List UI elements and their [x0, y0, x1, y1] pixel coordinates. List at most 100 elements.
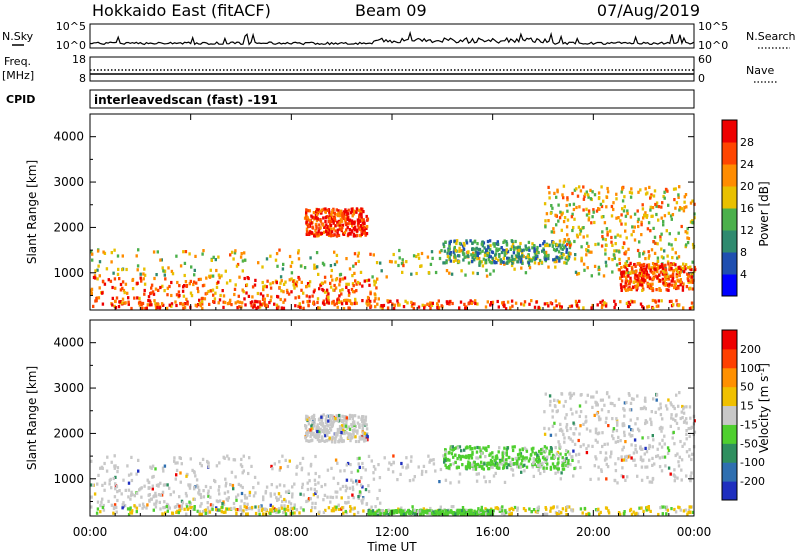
- echo-cell-3: [332, 219, 335, 223]
- echo-cell-1: [121, 503, 124, 507]
- echo-cell-1: [295, 508, 299, 512]
- echo-cell-5: [661, 417, 664, 421]
- echo-cell-4: [480, 451, 483, 456]
- echo-cell-3: [341, 212, 344, 216]
- echo-cell-4: [544, 457, 548, 461]
- echo-cell-0: [281, 454, 284, 458]
- echo-cell-5: [666, 451, 670, 455]
- echo-cell-0: [315, 251, 319, 255]
- echo-cell-5: [547, 185, 550, 189]
- echo-cell-2: [642, 509, 645, 513]
- echo-cell-2: [501, 505, 504, 509]
- echo-cell-0: [476, 456, 480, 460]
- echo-cell-5: [671, 436, 674, 440]
- echo-cell-5: [652, 240, 655, 244]
- echo-cell-4: [548, 452, 551, 456]
- echo-cell-5: [575, 410, 578, 414]
- echo-cell-3: [305, 221, 308, 225]
- echo-cell-0: [142, 272, 145, 276]
- echo-cell-0: [336, 461, 339, 465]
- echo-cell-6: [391, 509, 394, 513]
- echo-cell-4: [513, 445, 516, 449]
- echo-cell-5: [650, 214, 653, 218]
- echo-cell-3: [345, 426, 348, 430]
- echo-cell-5: [646, 214, 649, 218]
- echo-cell-2: [630, 512, 634, 516]
- echo-cell-3: [363, 439, 366, 443]
- echo-cell-4: [505, 248, 508, 252]
- echo-cell-5: [652, 226, 655, 230]
- echo-cell-2: [440, 304, 443, 308]
- colorbar-swatch: [722, 443, 737, 463]
- echo-cell-1: [353, 290, 356, 294]
- echo-cell-0: [667, 466, 671, 470]
- echo-cell-3: [317, 208, 321, 212]
- echo-cell-5: [582, 197, 586, 201]
- echo-cell-3: [365, 226, 368, 230]
- echo-cell-0: [361, 466, 365, 470]
- echo-cell-2: [520, 302, 523, 306]
- echo-cell-2: [239, 508, 243, 512]
- echo-cell-5: [661, 201, 664, 205]
- echo-cell-0: [101, 466, 104, 470]
- echo-cell-1: [200, 297, 204, 301]
- echo-cell-2: [402, 305, 406, 309]
- echo-cell-5: [543, 410, 546, 414]
- echo-cell-1: [154, 505, 158, 509]
- echo-cell-5: [624, 214, 628, 218]
- echo-cell-5: [691, 219, 694, 223]
- echo-cell-4: [562, 246, 566, 250]
- echo-cell-6: [693, 265, 696, 270]
- echo-cell-4: [554, 446, 557, 450]
- echo-cell-6: [408, 511, 412, 515]
- echo-cell-1: [276, 498, 279, 502]
- echo-cell-6: [411, 511, 414, 515]
- echo-cell-2: [655, 304, 659, 308]
- echo-cell-0: [432, 462, 436, 466]
- echo-cell-3: [333, 233, 336, 237]
- echo-cell-0: [353, 271, 356, 275]
- echo-cell-0: [152, 474, 155, 479]
- echo-cell-4: [519, 248, 522, 252]
- echo-cell-5: [630, 233, 633, 237]
- echo-cell-0: [185, 474, 188, 478]
- echo-cell-4: [520, 462, 523, 466]
- echo-cell-1: [178, 495, 181, 499]
- echo-cell-2: [275, 508, 278, 512]
- echo-cell-0: [499, 462, 502, 466]
- echo-cell-2: [581, 511, 584, 515]
- echo-cell-6: [376, 513, 379, 517]
- echo-cell-1: [299, 492, 302, 496]
- echo-cell-0: [239, 463, 243, 467]
- echo-cell-5: [623, 241, 626, 246]
- echo-cell-0: [297, 251, 300, 255]
- echo-cell-6: [638, 283, 642, 287]
- echo-cell-2: [514, 301, 518, 305]
- echo-cell-4: [521, 254, 524, 258]
- echo-cell-1: [234, 301, 237, 305]
- echo-cell-0: [98, 260, 102, 264]
- echo-cell-2: [638, 506, 641, 510]
- echo-cell-4: [476, 445, 479, 450]
- echo-cell-2: [349, 505, 352, 509]
- echo-cell-2: [204, 511, 207, 515]
- echo-cell-4: [527, 246, 531, 250]
- echo-cell-4: [511, 457, 515, 462]
- echo-cell-3: [305, 227, 309, 231]
- echo-cell-6: [434, 509, 437, 513]
- echo-cell-4: [556, 464, 559, 468]
- echo-cell-4: [453, 245, 456, 250]
- x-tick-label: 04:00: [173, 525, 208, 539]
- echo-cell-2: [145, 306, 148, 310]
- echo-cell-1: [227, 496, 230, 500]
- y-tick-label: 4000: [53, 336, 84, 350]
- echo-cell-4: [473, 247, 476, 251]
- echo-cell-1: [269, 282, 272, 286]
- echo-cell-0: [574, 253, 577, 257]
- echo-cell-1: [155, 483, 159, 487]
- echo-cell-2: [331, 301, 334, 305]
- echo-cell-2: [302, 508, 305, 512]
- echo-cell-0: [357, 259, 360, 263]
- echo-cell-3: [361, 427, 364, 431]
- echo-cell-0: [460, 269, 463, 273]
